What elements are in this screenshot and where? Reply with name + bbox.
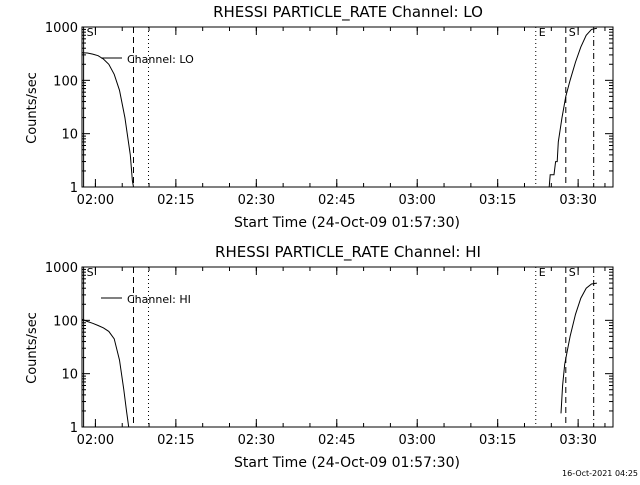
time-marker-label: S [87,26,94,39]
x-tick-label: 03:15 [479,433,516,448]
legend-label: Channel: HI [127,293,191,306]
plot-frame [81,266,614,428]
x-tick-label: 03:15 [479,193,516,208]
time-marker-label: S [569,26,576,39]
plot-frame [81,26,614,188]
series-line [81,318,130,428]
x-tick-label: 03:00 [398,433,435,448]
chart-title: RHESSI PARTICLE_RATE Channel: LO [213,3,483,22]
y-axis-label: Counts/sec [25,72,40,144]
x-tick-label: 02:45 [318,193,355,208]
time-marker-label: E [539,266,546,279]
x-tick-label: 02:15 [157,433,194,448]
x-tick-label: 02:00 [77,193,114,208]
series-line [81,52,134,188]
legend-label: Channel: LO [127,53,194,66]
x-tick-label: 02:30 [238,433,275,448]
x-axis-label: Start Time (24-Oct-09 01:57:30) [234,455,460,471]
y-tick-label: 1000 [45,21,78,36]
y-tick-label: 100 [53,314,78,329]
x-tick-label: 03:30 [559,193,596,208]
x-tick-label: 02:00 [77,433,114,448]
y-tick-label: 1 [70,421,78,436]
y-tick-label: 100 [53,74,78,89]
y-tick-label: 1000 [45,261,78,276]
x-tick-label: 02:15 [157,193,194,208]
chart-title: RHESSI PARTICLE_RATE Channel: HI [215,243,481,262]
time-marker-label: E [539,26,546,39]
x-tick-label: 02:45 [318,433,355,448]
y-tick-label: 1 [70,181,78,196]
hi-channel-panel: RHESSI PARTICLE_RATE Channel: HI Start T… [25,243,614,471]
x-tick-label: 02:30 [238,193,275,208]
x-tick-label: 03:30 [559,433,596,448]
time-marker-label: S [569,266,576,279]
series-line [544,27,598,188]
y-axis-label: Counts/sec [25,312,40,384]
plot-timestamp: 16-Oct-2021 04:25 [562,469,638,478]
x-axis-label: Start Time (24-Oct-09 01:57:30) [234,215,460,231]
time-marker-label: S [87,266,94,279]
lo-channel-panel: RHESSI PARTICLE_RATE Channel: LO Start T… [25,3,614,231]
series-line [560,282,597,414]
y-tick-label: 10 [61,128,78,143]
x-tick-label: 03:00 [398,193,435,208]
y-tick-label: 10 [61,368,78,383]
